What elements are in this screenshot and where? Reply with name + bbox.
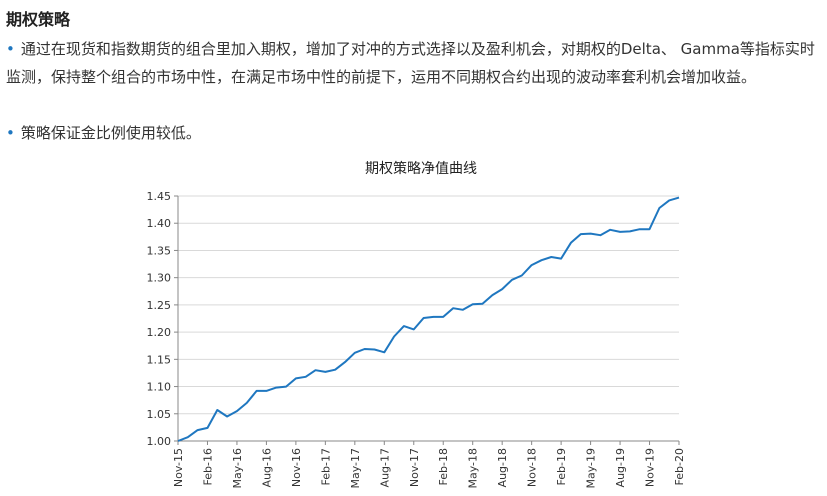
- bullet-dot-icon: •: [6, 124, 15, 142]
- x-tick-label: Aug-18: [496, 448, 509, 487]
- x-tick-label: May-19: [585, 448, 598, 489]
- chart-gridlines: [178, 195, 679, 415]
- x-tick-label: Aug-17: [378, 448, 391, 487]
- x-tick-label: Feb-19: [555, 448, 568, 485]
- x-tick-label: May-18: [467, 448, 480, 489]
- x-tick-label: Nov-15: [172, 448, 185, 487]
- x-tick-label: May-16: [231, 448, 244, 489]
- x-tick-label: Nov-17: [408, 448, 421, 487]
- y-tick-label: 1.40: [147, 217, 172, 230]
- y-tick-label: 1.15: [147, 353, 172, 366]
- y-tick-label: 1.35: [147, 244, 172, 257]
- bullet-item-margin: • 策略保证金比例使用较低。: [6, 119, 820, 147]
- y-tick-label: 1.05: [147, 408, 172, 421]
- chart-title: 期权策略净值曲线: [365, 160, 477, 177]
- x-tick-label: Nov-18: [526, 448, 539, 487]
- series-line: [177, 196, 680, 442]
- y-tick-label: 1.20: [147, 326, 172, 339]
- bullet-text-hedging: 通过在现货和指数期货的组合里加入期权，增加了对冲的方式选择以及盈利机会，对期权的…: [6, 40, 815, 86]
- x-tick-label: Aug-16: [260, 448, 273, 487]
- bullet-item-hedging: • 通过在现货和指数期货的组合里加入期权，增加了对冲的方式选择以及盈利机会，对期权…: [6, 35, 820, 91]
- x-axis-ticks: Nov-15 Feb-16 May-16 Aug-16 Nov-16 Feb-17 May-…: [172, 441, 686, 489]
- x-tick-label: Aug-19: [614, 448, 627, 487]
- bullet-text-margin: 策略保证金比例使用较低。: [20, 124, 201, 142]
- x-tick-label: Feb-17: [319, 448, 332, 485]
- chart-series: [177, 196, 680, 442]
- y-tick-label: 1.00: [147, 435, 172, 448]
- x-tick-label: May-17: [349, 448, 362, 489]
- bullet-dot-icon: •: [6, 40, 15, 58]
- y-tick-label: 1.10: [147, 381, 172, 394]
- x-tick-label: Nov-16: [290, 448, 303, 487]
- y-tick-label: 1.25: [147, 299, 172, 312]
- y-axis-ticks: 1.00 1.05 1.10 1.15 1.20 1.25 1.30 1.35 1.40 1.45: [147, 190, 178, 448]
- x-tick-label: Nov-19: [644, 448, 657, 487]
- y-tick-label: 1.30: [147, 272, 172, 285]
- y-tick-label: 1.45: [147, 190, 172, 203]
- chart-axes: [177, 196, 679, 442]
- section-heading: 期权策略: [6, 10, 71, 29]
- x-tick-label: Feb-18: [437, 448, 450, 485]
- x-tick-label: Feb-16: [201, 448, 214, 485]
- x-tick-label: Feb-20: [673, 448, 686, 485]
